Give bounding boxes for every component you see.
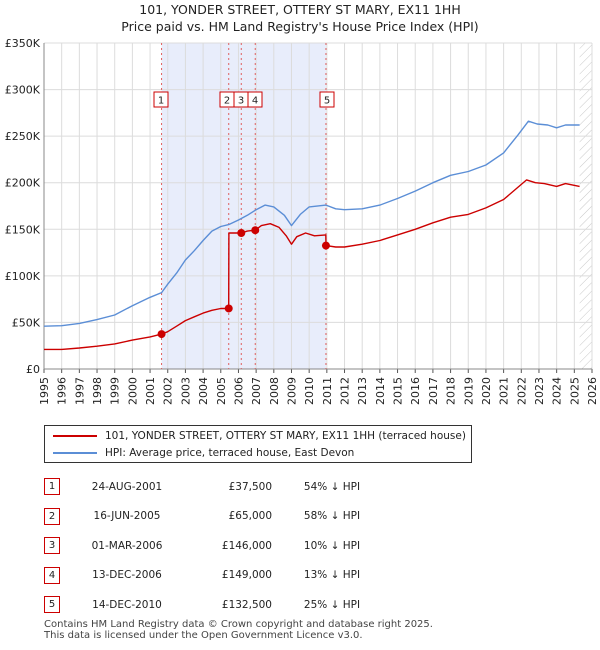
- sale-point: [237, 229, 246, 238]
- table-row: 3 01-MAR-2006 £146,000 10% ↓ HPI: [44, 531, 382, 561]
- y-tick-label: £200K: [5, 177, 41, 190]
- x-tick-label: 2010: [303, 377, 316, 405]
- x-tick-label: 1999: [109, 377, 122, 405]
- legend-label-property: 101, YONDER STREET, OTTERY ST MARY, EX11…: [105, 430, 466, 442]
- x-tick-label: 2004: [197, 377, 210, 405]
- legend-swatch-blue: [53, 452, 97, 454]
- sale-label-box: [153, 91, 169, 108]
- x-tick-label: 2023: [533, 377, 546, 405]
- x-tick-label: 2017: [427, 377, 440, 405]
- footer-copyright: Contains HM Land Registry data © Crown c…: [44, 619, 433, 630]
- sale-point: [157, 330, 166, 339]
- x-tick-label: 2006: [232, 377, 245, 405]
- sale-date: 14-DEC-2010: [92, 598, 162, 611]
- sale-label-box: [319, 91, 335, 108]
- sale-price: £132,500: [221, 598, 272, 611]
- hpi-series-line: [43, 120, 580, 327]
- x-tick-label: 1995: [38, 377, 51, 405]
- sale-hpi-diff: 13% ↓ HPI: [303, 569, 361, 582]
- sale-date: 16-JUN-2005: [93, 510, 161, 523]
- sale-price: £37,500: [228, 480, 272, 493]
- footer-license: This data is licensed under the Open Gov…: [44, 630, 363, 641]
- table-row: 5 14-DEC-2010 £132,500 25% ↓ HPI: [44, 590, 382, 620]
- x-tick-label: 2002: [162, 377, 175, 405]
- sale-point: [321, 241, 330, 250]
- x-tick-label: 2025: [568, 377, 581, 405]
- property-series-line: [44, 179, 580, 351]
- x-tick-label: 2019: [462, 377, 475, 405]
- x-tick-label: 2012: [339, 377, 352, 405]
- sale-date: 24-AUG-2001: [91, 480, 163, 493]
- sale-marker-2: 2: [44, 507, 60, 525]
- sale-marker-5: 5: [44, 596, 60, 614]
- y-tick-label: £150K: [5, 223, 41, 236]
- sale-label-text: 2: [224, 96, 230, 107]
- sale-hpi-diff: 25% ↓ HPI: [303, 598, 361, 611]
- x-tick-label: 2024: [551, 377, 564, 405]
- chart-title: 101, YONDER STREET, OTTERY ST MARY, EX11…: [139, 2, 461, 17]
- x-tick-label: 2009: [285, 377, 298, 405]
- x-tick-label: 1997: [73, 377, 86, 405]
- x-tick-label: 2005: [215, 377, 228, 405]
- price-chart: £0 £50K £100K £150K £200K £250K £300K £350K 1995…: [5, 37, 599, 405]
- sales-table: 1 24-AUG-2001 £37,500 54% ↓ HPI 2 16-JUN…: [44, 472, 382, 620]
- x-tick-label: 2008: [268, 377, 281, 405]
- y-tick-label: £0: [26, 363, 40, 376]
- legend-item-property: 101, YONDER STREET, OTTERY ST MARY, EX11…: [53, 428, 466, 444]
- sale-label-text: 3: [238, 96, 244, 107]
- sale-label-box: [247, 91, 263, 108]
- x-tick-label: 2021: [498, 377, 511, 405]
- sale-marker-1: 1: [44, 478, 60, 496]
- x-tick-label: 2011: [321, 377, 334, 405]
- sale-price: £146,000: [221, 539, 272, 552]
- sale-label-text: 5: [324, 96, 330, 107]
- sale-label-text: 1: [158, 96, 164, 107]
- table-row: 2 16-JUN-2005 £65,000 58% ↓ HPI: [44, 502, 382, 532]
- sale-price: £149,000: [221, 569, 272, 582]
- sale-point: [224, 304, 233, 313]
- sale-date: 13-DEC-2006: [92, 569, 162, 582]
- y-tick-label: £300K: [5, 84, 41, 97]
- y-tick-label: £100K: [5, 270, 41, 283]
- sale-hpi-diff: 58% ↓ HPI: [303, 510, 361, 523]
- legend-swatch-red: [53, 435, 97, 437]
- x-tick-label: 2016: [409, 377, 422, 405]
- x-tick-label: 2000: [126, 377, 139, 405]
- footer: Contains HM Land Registry data © Crown c…: [44, 619, 433, 641]
- legend-label-hpi: HPI: Average price, terraced house, East…: [105, 447, 355, 459]
- legend-item-hpi: HPI: Average price, terraced house, East…: [53, 445, 354, 461]
- x-tick-label: 2013: [356, 377, 369, 405]
- future-hatch: [579, 43, 592, 369]
- sale-marker-3: 3: [44, 537, 60, 555]
- x-tick-label: 2003: [179, 377, 192, 405]
- y-tick-label: £50K: [12, 316, 41, 329]
- chart-legend: 101, YONDER STREET, OTTERY ST MARY, EX11…: [44, 425, 472, 463]
- x-tick-label: 2026: [586, 377, 599, 405]
- x-tick-label: 2022: [515, 377, 528, 405]
- x-tick-label: 2020: [480, 377, 493, 405]
- x-tick-label: 1998: [91, 377, 104, 405]
- sale-point: [251, 226, 260, 235]
- y-tick-label: £250K: [5, 130, 41, 143]
- y-tick-label: £350K: [5, 37, 41, 50]
- chart-subtitle: Price paid vs. HM Land Registry's House …: [121, 19, 479, 34]
- sale-date: 01-MAR-2006: [91, 539, 163, 552]
- table-row: 4 13-DEC-2006 £149,000 13% ↓ HPI: [44, 561, 382, 591]
- x-tick-label: 1996: [56, 377, 69, 405]
- x-tick-label: 2007: [250, 377, 263, 405]
- x-tick-label: 2018: [445, 377, 458, 405]
- x-tick-label: 2001: [144, 377, 157, 405]
- sale-price: £65,000: [228, 510, 272, 523]
- x-tick-label: 2014: [374, 377, 387, 405]
- sale-label-text: 4: [252, 96, 258, 107]
- sale-hpi-diff: 10% ↓ HPI: [303, 539, 361, 552]
- sale-hpi-diff: 54% ↓ HPI: [303, 480, 361, 493]
- x-tick-label: 2015: [392, 377, 405, 405]
- table-row: 1 24-AUG-2001 £37,500 54% ↓ HPI: [44, 472, 382, 502]
- sale-marker-4: 4: [44, 566, 60, 584]
